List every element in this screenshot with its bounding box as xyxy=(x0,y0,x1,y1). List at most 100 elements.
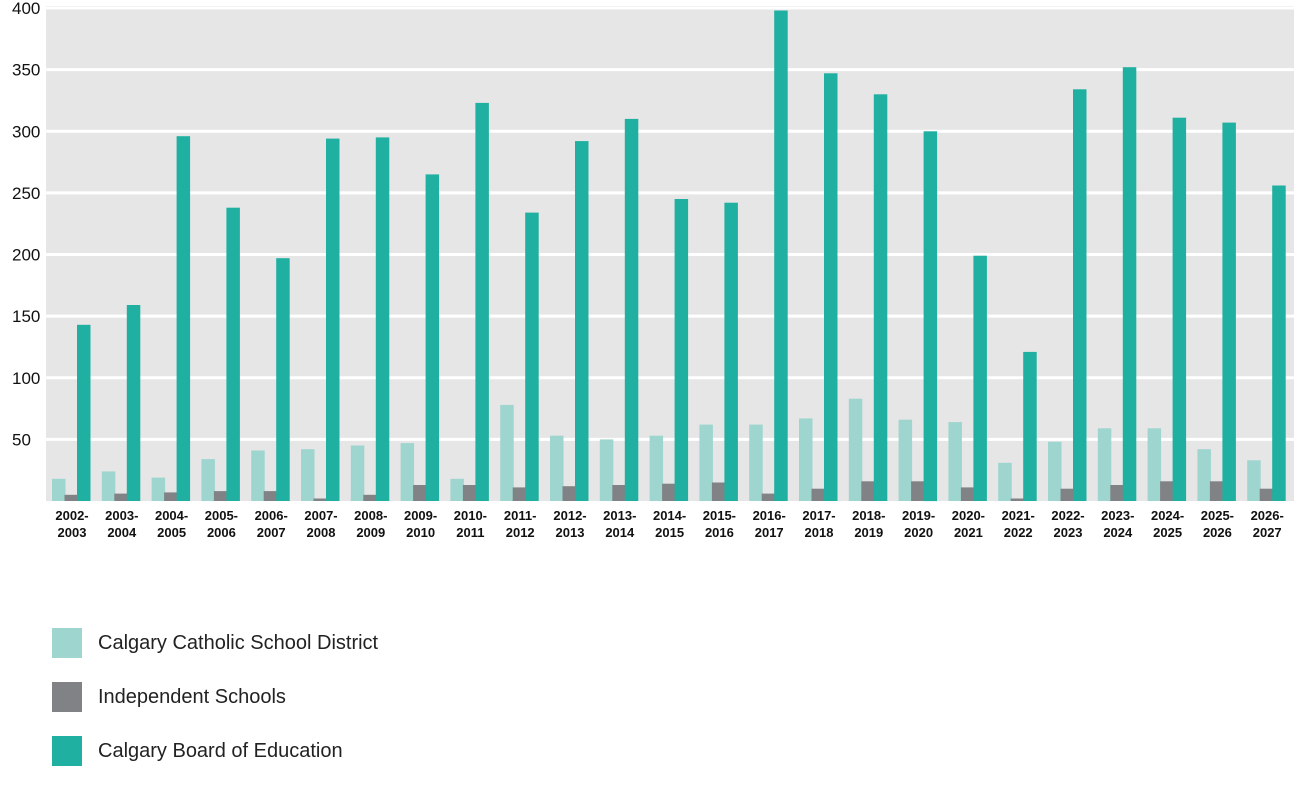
bar-2007-2008-series-0 xyxy=(301,449,315,501)
y-tick-label-200: 200 xyxy=(12,246,40,265)
bar-2023-2024-series-0 xyxy=(1097,428,1112,501)
legend-item-catholic: Calgary Catholic School District xyxy=(52,628,378,658)
bar-2023-2024-series-2 xyxy=(1122,67,1137,501)
y-tick-label-350: 350 xyxy=(12,61,40,80)
x-axis-ticks: 2002-2003 2003-2004 2004-2005 2005-2006 2006… xyxy=(55,508,1283,540)
y-tick-label-300: 300 xyxy=(12,122,40,141)
x-tick-label-2005-2006: 2005-2006 xyxy=(205,508,238,540)
x-tick-label-2002-2003: 2002-2003 xyxy=(55,508,88,540)
bar-2023-2024-series-1 xyxy=(1110,485,1124,501)
x-tick-label-2018-2019: 2018-2019 xyxy=(852,508,885,540)
x-tick-label-2009-2010: 2009-2010 xyxy=(404,508,437,540)
legend: Calgary Catholic School District Indepen… xyxy=(52,628,378,790)
gridlines xyxy=(46,6,1294,441)
legend-label-independent: Independent Schools xyxy=(98,685,286,708)
bar-2012-2013-series-0 xyxy=(550,435,564,501)
bar-2020-2021-series-1 xyxy=(960,487,975,501)
x-tick-label-2023-2024: 2023-2024 xyxy=(1101,508,1134,540)
x-tick-label-2017-2018: 2017-2018 xyxy=(802,508,835,540)
x-tick-label-2024-2025: 2024-2025 xyxy=(1151,508,1184,540)
x-tick-label-2011-2012: 2011-2012 xyxy=(504,508,537,540)
bar-2019-2020-series-2 xyxy=(923,131,938,502)
bar-2005-2006-series-0 xyxy=(201,459,215,501)
legend-swatch-catholic xyxy=(52,628,82,658)
x-tick-label-2016-2017: 2016-2017 xyxy=(753,508,786,540)
bar-2020-2021-series-0 xyxy=(948,422,962,501)
bar-2015-2016-series-1 xyxy=(711,482,726,501)
bar-2015-2016-series-0 xyxy=(699,424,713,501)
y-tick-label-400: 400 xyxy=(12,0,40,18)
x-tick-label-2015-2016: 2015-2016 xyxy=(703,508,736,540)
bar-2005-2006-series-2 xyxy=(226,207,240,501)
bar-2012-2013-series-1 xyxy=(562,486,576,501)
y-tick-label-50: 50 xyxy=(12,430,31,449)
x-tick-label-2021-2022: 2021-2022 xyxy=(1002,508,1035,540)
bar-2007-2008-series-2 xyxy=(326,138,340,501)
bar-2011-2012-series-1 xyxy=(512,487,527,501)
bar-2026-2027-series-0 xyxy=(1247,460,1261,501)
x-tick-label-2008-2009: 2008-2009 xyxy=(354,508,387,540)
bar-2006-2007-series-2 xyxy=(276,258,290,501)
x-tick-label-2013-2014: 2013-2014 xyxy=(603,508,636,540)
x-tick-label-2022-2023: 2022-2023 xyxy=(1051,508,1084,540)
bar-2020-2021-series-2 xyxy=(973,255,987,501)
x-tick-label-2012-2013: 2012-2013 xyxy=(553,508,586,540)
x-tick-label-2007-2008: 2007-2008 xyxy=(304,508,337,540)
bar-2002-2003-series-1 xyxy=(64,494,78,501)
bar-chart: 50 100 150 200 250 300 350 400 2002-2003 2003-20… xyxy=(12,0,1294,540)
bar-2021-2022-series-1 xyxy=(1010,498,1025,501)
bar-2025-2026-series-0 xyxy=(1197,449,1211,501)
bar-2004-2005-series-2 xyxy=(176,136,191,501)
bar-2009-2010-series-2 xyxy=(425,174,440,501)
bar-2005-2006-series-1 xyxy=(213,491,228,501)
bar-2010-2011-series-2 xyxy=(475,102,489,502)
bar-2024-2025-series-0 xyxy=(1147,428,1162,501)
bar-2008-2009-series-1 xyxy=(363,494,377,501)
y-tick-label-250: 250 xyxy=(12,184,40,203)
x-tick-label-2019-2020: 2019-2020 xyxy=(902,508,935,540)
bar-2017-2018-series-1 xyxy=(811,488,825,501)
x-tick-label-2026-2027: 2026-2027 xyxy=(1251,508,1284,540)
x-tick-label-2003-2004: 2003-2004 xyxy=(105,508,138,540)
bar-2013-2014-series-2 xyxy=(624,118,639,502)
bar-2006-2007-series-1 xyxy=(263,491,278,501)
x-tick-label-2006-2007: 2006-2007 xyxy=(255,508,288,540)
legend-swatch-cbe xyxy=(52,736,82,766)
bar-2011-2012-series-0 xyxy=(500,404,514,501)
bar-2025-2026-series-1 xyxy=(1209,481,1224,501)
bar-2008-2009-series-0 xyxy=(350,445,365,501)
bar-2009-2010-series-0 xyxy=(400,443,415,501)
x-tick-label-2014-2015: 2014-2015 xyxy=(653,508,686,540)
bar-2012-2013-series-2 xyxy=(575,141,589,501)
bar-2018-2019-series-2 xyxy=(873,94,888,502)
bar-2019-2020-series-1 xyxy=(911,481,925,501)
bar-2015-2016-series-2 xyxy=(724,202,738,501)
bar-2026-2027-series-1 xyxy=(1259,488,1274,501)
legend-item-cbe: Calgary Board of Education xyxy=(52,736,378,766)
bar-2022-2023-series-1 xyxy=(1060,488,1074,501)
bars xyxy=(52,10,1286,502)
y-tick-label-100: 100 xyxy=(12,369,40,388)
bar-2003-2004-series-2 xyxy=(126,305,141,501)
bar-2026-2027-series-2 xyxy=(1272,185,1286,501)
bar-2010-2011-series-0 xyxy=(450,478,464,501)
bar-2013-2014-series-1 xyxy=(612,485,626,501)
bar-2003-2004-series-1 xyxy=(114,493,128,501)
bar-2002-2003-series-2 xyxy=(77,324,91,501)
bar-2018-2019-series-0 xyxy=(848,398,863,501)
bar-2011-2012-series-2 xyxy=(525,212,539,501)
legend-item-independent: Independent Schools xyxy=(52,682,378,712)
bar-2016-2017-series-1 xyxy=(761,493,776,501)
bar-2006-2007-series-0 xyxy=(251,450,265,501)
bar-2016-2017-series-0 xyxy=(749,424,763,501)
bar-2004-2005-series-0 xyxy=(151,477,166,501)
bar-2024-2025-series-1 xyxy=(1160,481,1174,501)
bar-2017-2018-series-0 xyxy=(799,418,813,501)
bar-2003-2004-series-0 xyxy=(101,471,116,501)
y-tick-label-150: 150 xyxy=(12,307,40,326)
bar-2018-2019-series-1 xyxy=(861,481,875,501)
bar-2022-2023-series-0 xyxy=(1048,441,1062,501)
bar-2013-2014-series-0 xyxy=(599,439,614,501)
x-tick-label-2020-2021: 2020-2021 xyxy=(952,508,985,540)
bar-2004-2005-series-1 xyxy=(164,492,178,501)
